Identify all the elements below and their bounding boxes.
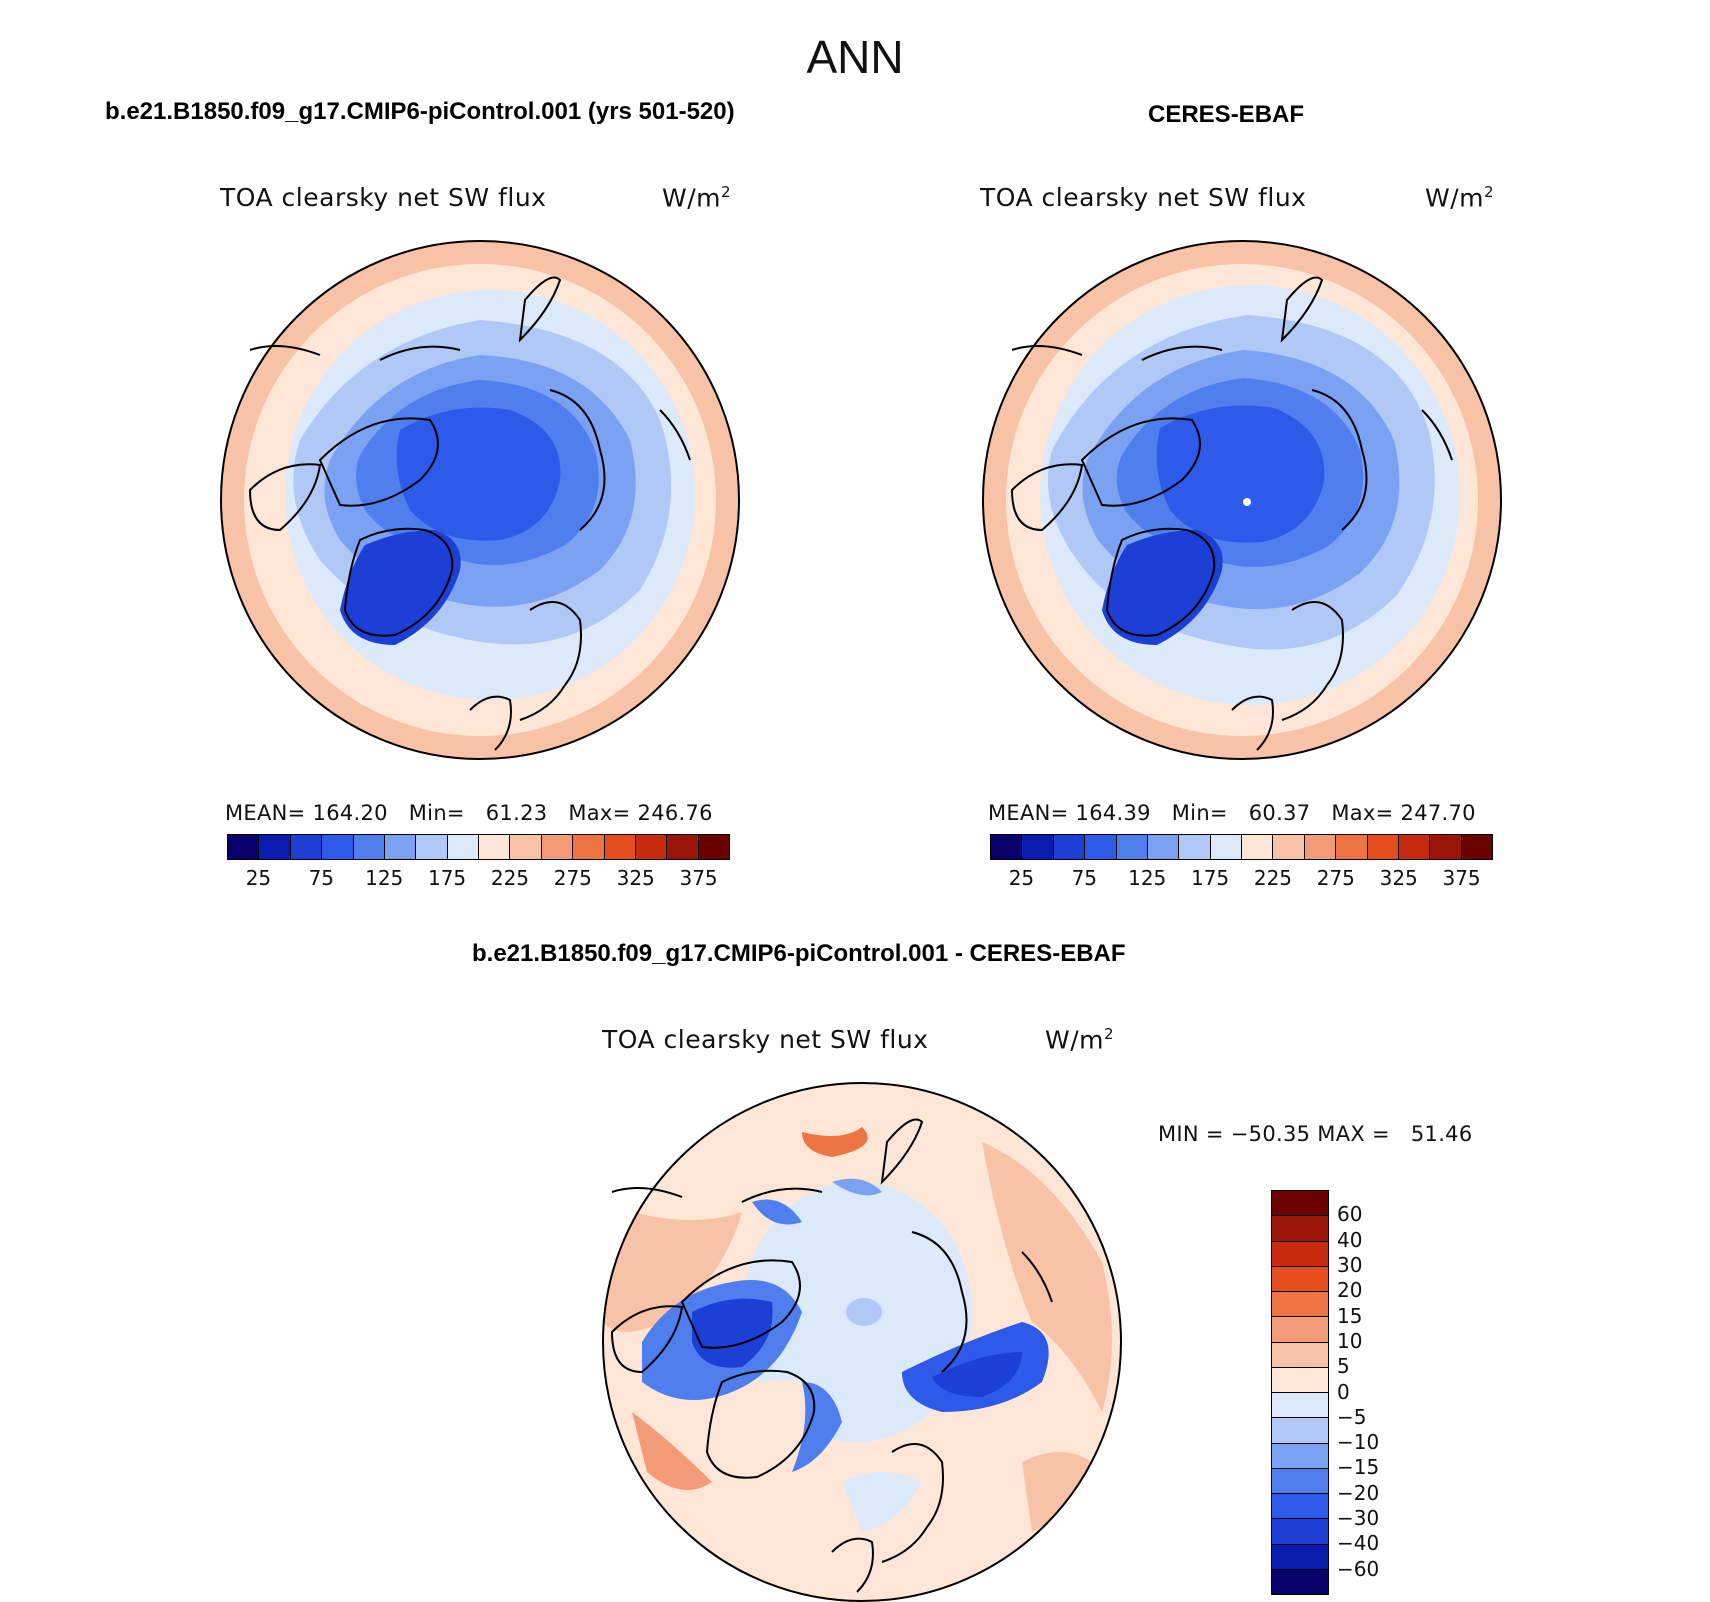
colorbar-swatch (1398, 835, 1431, 859)
colorbar-swatch (1304, 835, 1337, 859)
colorbar-swatch (635, 835, 668, 859)
colorbar-swatch (1336, 835, 1368, 859)
panel1-case-title: b.e21.B1850.f09_g17.CMIP6-piControl.001 … (105, 98, 735, 125)
colorbar-swatch (1272, 1418, 1328, 1444)
panel3-polar-map (602, 1082, 1122, 1602)
colorbar-swatch (228, 835, 260, 859)
colorbar-tick-label: −30 (1337, 1506, 1380, 1531)
panel1-units-label: W/m2 (662, 183, 732, 213)
colorbar-tick-label: 225 (1253, 866, 1293, 890)
colorbar-swatch (1272, 1519, 1328, 1545)
colorbar-tick-label: 275 (553, 866, 592, 890)
colorbar-swatch (1272, 1468, 1328, 1494)
colorbar-tick-label: −40 (1337, 1531, 1380, 1556)
colorbar-tick-label: 175 (427, 866, 467, 890)
colorbar-swatch (1179, 835, 1211, 859)
colorbar-swatch (1053, 835, 1086, 859)
colorbar-swatch (991, 835, 1023, 859)
colorbar-swatch (1147, 835, 1180, 859)
panel2-colorbar (990, 834, 1493, 860)
colorbar-swatch (1116, 835, 1148, 859)
colorbar-swatch (1272, 1569, 1328, 1594)
colorbar-swatch (1272, 1544, 1328, 1570)
panel2-case-title: CERES-EBAF (1148, 101, 1305, 128)
colorbar-swatch (1272, 1266, 1328, 1292)
colorbar-tick-label: 5 (1337, 1354, 1350, 1379)
colorbar-tick-label: −60 (1337, 1556, 1380, 1581)
panel3-case-title: b.e21.B1850.f09_g17.CMIP6-piControl.001 … (472, 940, 1126, 967)
colorbar-tick-label: 125 (365, 866, 404, 890)
colorbar-swatch (1272, 1216, 1328, 1242)
colorbar-swatch (667, 835, 699, 859)
colorbar-tick-label: 325 (616, 866, 655, 890)
colorbar-tick-label: 375 (679, 866, 718, 890)
colorbar-swatch (1272, 1191, 1328, 1217)
panel1-polar-map (220, 240, 740, 760)
colorbar-tick-label: −15 (1337, 1455, 1380, 1480)
colorbar-swatch (1085, 835, 1117, 859)
panel2-units-label: W/m2 (1425, 183, 1495, 213)
colorbar-swatch (541, 835, 574, 859)
panel3-units-label: W/m2 (1045, 1025, 1115, 1055)
colorbar-swatch (1272, 1443, 1328, 1469)
colorbar-tick-label: 75 (308, 866, 335, 890)
colorbar-tick-label: 15 (1337, 1303, 1363, 1328)
colorbar-swatch (447, 835, 479, 859)
colorbar-swatch (1272, 1393, 1328, 1419)
colorbar-swatch (1242, 835, 1274, 859)
colorbar-swatch (416, 835, 448, 859)
colorbar-tick-label: 0 (1337, 1379, 1350, 1404)
colorbar-swatch (698, 835, 729, 859)
colorbar-swatch (1273, 835, 1305, 859)
colorbar-tick-label: 25 (1008, 866, 1035, 890)
colorbar-tick-label: 25 (245, 866, 272, 890)
colorbar-swatch (353, 835, 385, 859)
colorbar-tick-label: 175 (1190, 866, 1230, 890)
colorbar-swatch (322, 835, 354, 859)
colorbar-tick-label: 20 (1337, 1278, 1363, 1303)
colorbar-tick-label: 125 (1128, 866, 1167, 890)
colorbar-swatch (1022, 835, 1054, 859)
colorbar-tick-label: 30 (1337, 1252, 1363, 1277)
panel2-stats: MEAN= 164.39 Min= 60.37 Max= 247.70 (988, 801, 1476, 825)
colorbar-tick-label: −20 (1337, 1480, 1380, 1505)
colorbar-swatch (1430, 835, 1462, 859)
panel1-variable-label: TOA clearsky net SW flux (220, 183, 547, 212)
colorbar-tick-label: 75 (1071, 866, 1098, 890)
colorbar-tick-label: 10 (1337, 1328, 1363, 1353)
panel3-colorbar (1271, 1190, 1329, 1595)
colorbar-tick-label: 375 (1442, 866, 1481, 890)
colorbar-swatch (290, 835, 323, 859)
panel2-polar-map (982, 240, 1502, 760)
colorbar-swatch (1367, 835, 1399, 859)
panel1-colorbar (227, 834, 730, 860)
colorbar-swatch (1272, 1241, 1328, 1267)
colorbar-swatch (384, 835, 417, 859)
colorbar-tick-label: 275 (1316, 866, 1355, 890)
colorbar-swatch (1272, 1292, 1328, 1318)
colorbar-tick-label: −5 (1337, 1404, 1367, 1429)
colorbar-swatch (1272, 1494, 1328, 1520)
colorbar-swatch (1272, 1342, 1328, 1368)
colorbar-swatch (1272, 1367, 1328, 1393)
panel1-stats: MEAN= 164.20 Min= 61.23 Max= 246.76 (225, 801, 713, 825)
panel2-variable-label: TOA clearsky net SW flux (980, 183, 1307, 212)
colorbar-tick-label: 60 (1337, 1202, 1363, 1227)
colorbar-swatch (1461, 835, 1492, 859)
colorbar-swatch (573, 835, 605, 859)
colorbar-swatch (604, 835, 636, 859)
panel3-variable-label: TOA clearsky net SW flux (602, 1025, 929, 1054)
colorbar-swatch (479, 835, 511, 859)
colorbar-tick-label: 225 (490, 866, 530, 890)
colorbar-swatch (510, 835, 542, 859)
colorbar-tick-label: 40 (1337, 1227, 1363, 1252)
figure-title: ANN (806, 31, 904, 83)
colorbar-tick-label: −10 (1337, 1430, 1380, 1455)
colorbar-swatch (259, 835, 291, 859)
colorbar-swatch (1210, 835, 1242, 859)
colorbar-tick-label: 325 (1379, 866, 1418, 890)
colorbar-swatch (1272, 1317, 1328, 1343)
panel3-stats: MIN = −50.35 MAX = 51.46 (1158, 1122, 1473, 1146)
